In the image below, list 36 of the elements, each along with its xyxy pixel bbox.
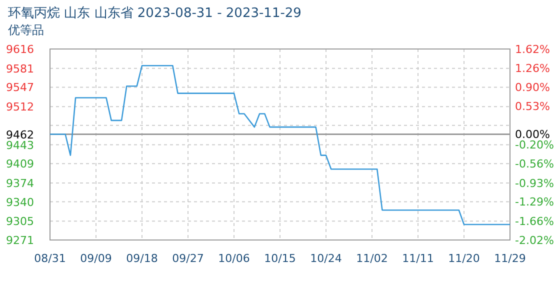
y2-tick-label: 1.26% [515,62,550,75]
x-tick-label: 09/27 [172,252,204,265]
y-tick-label: 9462 [6,128,34,142]
y-tick-label: 9616 [6,43,34,56]
y2-tick-label: 0.00% [515,128,550,142]
y-tick-label: 9374 [6,176,34,190]
y-tick-label: 9340 [6,196,34,209]
y2-tick-label: 1.62% [515,43,550,56]
y2-tick-label: -0.20% [515,138,554,152]
x-tick-label: 11/02 [356,252,388,265]
x-tick-label: 11/29 [494,252,526,265]
x-tick-label: 11/20 [448,252,480,265]
y2-tick-label: -2.02% [515,234,554,247]
x-tick-label: 10/15 [264,252,296,265]
y2-tick-label: 0.90% [515,80,550,94]
chart-subtitle: 优等品 [8,23,44,37]
x-tick-label: 11/11 [402,252,434,265]
x-tick-label: 10/24 [310,252,342,265]
line-series [49,64,511,226]
y-tick-label: 9581 [6,62,34,76]
y-tick-label: 9443 [6,138,34,152]
x-tick-label: 10/06 [218,252,250,265]
x-tick-label: 09/18 [126,252,158,265]
y2-tick-label: -0.93% [515,176,554,190]
y2-tick-label: -1.66% [515,215,554,228]
y-tick-label: 9271 [6,234,34,247]
y2-tick-label: -0.56% [515,157,554,170]
chart-title: 环氧丙烷 山东 山东省 2023-08-31 - 2023-11-29 [8,6,302,21]
x-tick-label: 08/31 [34,252,66,265]
x-tick-label: 09/09 [80,252,112,265]
y2-tick-label: 0.53% [515,100,550,114]
y-tick-label: 9409 [6,158,34,171]
y-tick-label: 9305 [6,215,34,228]
y-tick-label: 9512 [6,100,34,114]
y-tick-label: 9547 [6,81,34,94]
y2-tick-label: -1.29% [515,196,554,209]
